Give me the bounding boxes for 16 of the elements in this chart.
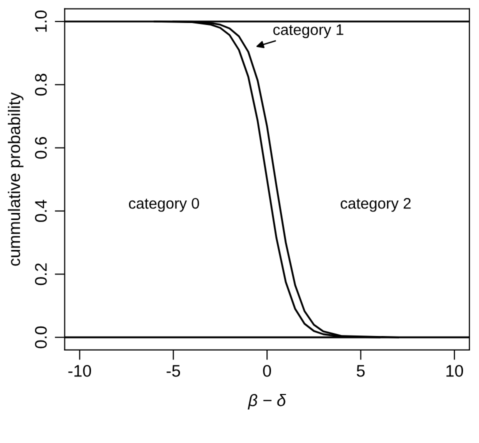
y-tick-label: 0.0 [34,326,47,348]
x-tick-label: 10 [446,364,464,377]
x-tick-label: 0 [263,364,272,377]
y-tick-label: 0.4 [34,200,47,222]
annotation: category 0 [128,198,200,212]
x-tick-label: 5 [356,365,365,377]
annotation: category 2 [340,198,411,212]
annotation: category 1 [273,24,344,38]
y-tick-label: 0.2 [34,263,47,286]
y-axis-title: cummulative probability [8,92,24,266]
x-tick-label: -10 [68,364,92,377]
y-tick-label: 1.0 [34,10,47,32]
x-axis-title: β − δ [248,394,286,410]
y-tick-label: 0.8 [34,74,47,96]
x-tick-label: -5 [166,365,180,377]
y-tick-label: 0.6 [34,136,47,159]
